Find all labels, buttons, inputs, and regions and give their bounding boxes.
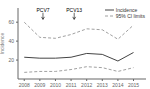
svg-text:2013: 2013: [97, 82, 108, 88]
svg-text:20: 20: [8, 57, 14, 63]
svg-text:2012: 2012: [81, 82, 92, 88]
svg-text:40: 40: [8, 38, 14, 44]
svg-text:60: 60: [8, 19, 14, 25]
svg-text:2010: 2010: [50, 82, 61, 88]
svg-text:2015: 2015: [128, 82, 139, 88]
svg-text:2008: 2008: [19, 82, 30, 88]
html-text:Incidence: Incidence: [115, 7, 138, 13]
svg-text:2014: 2014: [112, 82, 123, 88]
svg-text:2011: 2011: [66, 82, 77, 88]
svg-text:PCV7: PCV7: [36, 7, 49, 13]
html-text:95% CI limits: 95% CI limits: [115, 13, 145, 19]
svg-text:2009: 2009: [34, 82, 45, 88]
svg-text:PCV13: PCV13: [66, 7, 82, 13]
